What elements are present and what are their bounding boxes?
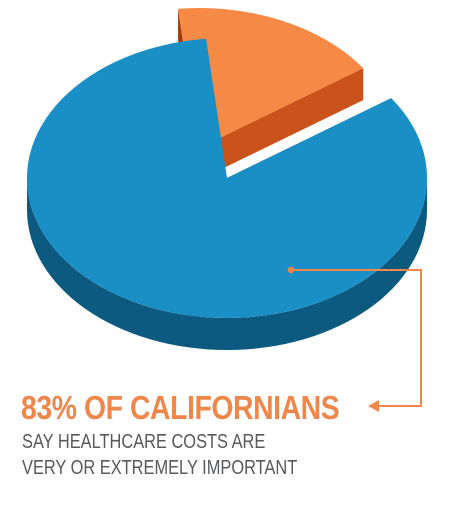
callout-leader-line (291, 269, 422, 407)
callout-subtext-line-2: VERY OR EXTREMELY IMPORTANT (22, 457, 298, 479)
major-slice-top (26, 38, 428, 319)
callout-subtext-line-1: SAY HEALTHCARE COSTS ARE (22, 431, 266, 453)
callout-arrowhead (368, 400, 379, 412)
callout-headline: 83% OF CALIFORNIANS (21, 389, 340, 426)
major-slice-side (27, 178, 427, 350)
minor-slice-cut-face (199, 68, 364, 180)
minor-slice-top (178, 8, 364, 149)
